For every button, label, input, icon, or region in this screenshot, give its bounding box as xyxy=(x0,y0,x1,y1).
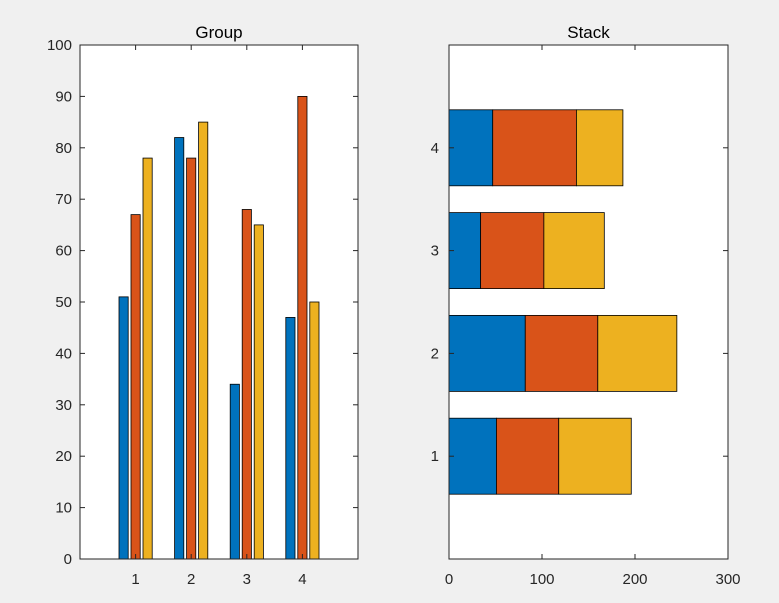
stack-ytick-label: 1 xyxy=(431,448,439,465)
group-ytick-label: 10 xyxy=(55,500,72,517)
stack-xtick-label: 200 xyxy=(622,571,647,588)
group-bar-c4-s1 xyxy=(285,317,296,560)
group-ytick-label: 100 xyxy=(47,37,72,54)
stack-segment-c1-s3 xyxy=(558,417,632,495)
group-ytick-label: 40 xyxy=(55,345,72,362)
group-bar-c2-s2 xyxy=(186,157,197,560)
stack-title: Stack xyxy=(567,23,610,42)
group-bar-c1-s1 xyxy=(118,296,129,560)
stack-segment-c4-s1 xyxy=(448,109,494,187)
group-bar-c4-s2 xyxy=(297,96,308,560)
stack-segment-c2-s2 xyxy=(524,314,599,392)
stack-segment-c4-s3 xyxy=(576,109,624,187)
stack-segment-c3-s3 xyxy=(543,212,605,290)
stack-xtick-label: 300 xyxy=(715,571,740,588)
group-bar-c1-s3 xyxy=(142,157,153,560)
group-ytick-label: 0 xyxy=(64,551,72,568)
stacked-horizontal-bar-chart: 1 2 3 4 0 100 200 300 Stack xyxy=(431,23,741,588)
group-xtick-label: 3 xyxy=(243,571,251,588)
stack-segment-c1-s2 xyxy=(496,417,560,495)
group-xtick-label: 4 xyxy=(298,571,306,588)
stack-segment-c3-s2 xyxy=(480,212,545,290)
group-bar-c3-s3 xyxy=(253,224,264,560)
group-ytick-label: 60 xyxy=(55,243,72,260)
group-ytick-label: 70 xyxy=(55,191,72,208)
grouped-bar-chart: 0 10 20 30 40 50 60 70 80 90 100 1 2 3 4 Group xyxy=(47,23,359,588)
group-bar-c1-s2 xyxy=(130,214,141,560)
stack-xtick-label: 100 xyxy=(529,571,554,588)
stack-ytick-label: 3 xyxy=(431,243,439,260)
group-bar-c3-s2 xyxy=(241,209,252,560)
stack-segment-c4-s2 xyxy=(492,109,577,187)
group-bar-c3-s1 xyxy=(229,383,240,560)
group-ytick-label: 90 xyxy=(55,88,72,105)
group-xtick-label: 2 xyxy=(187,571,195,588)
group-ytick-label: 80 xyxy=(55,140,72,157)
stack-ytick-label: 2 xyxy=(431,345,439,362)
group-bar-c2-s1 xyxy=(174,137,185,560)
group-bar-c2-s3 xyxy=(198,121,209,560)
group-bar-c4-s3 xyxy=(309,301,320,560)
stack-segment-c2-s3 xyxy=(597,314,678,392)
stack-segment-c1-s1 xyxy=(448,417,497,495)
stack-segment-c2-s1 xyxy=(448,314,526,392)
stack-xtick-label: 0 xyxy=(445,571,453,588)
group-ytick-label: 50 xyxy=(55,294,72,311)
group-title: Group xyxy=(195,23,242,42)
group-ytick-label: 30 xyxy=(55,397,72,414)
stack-axes-box xyxy=(448,44,729,560)
stack-ytick-label: 4 xyxy=(431,140,439,157)
group-xtick-label: 1 xyxy=(131,571,139,588)
group-ytick-label: 20 xyxy=(55,448,72,465)
